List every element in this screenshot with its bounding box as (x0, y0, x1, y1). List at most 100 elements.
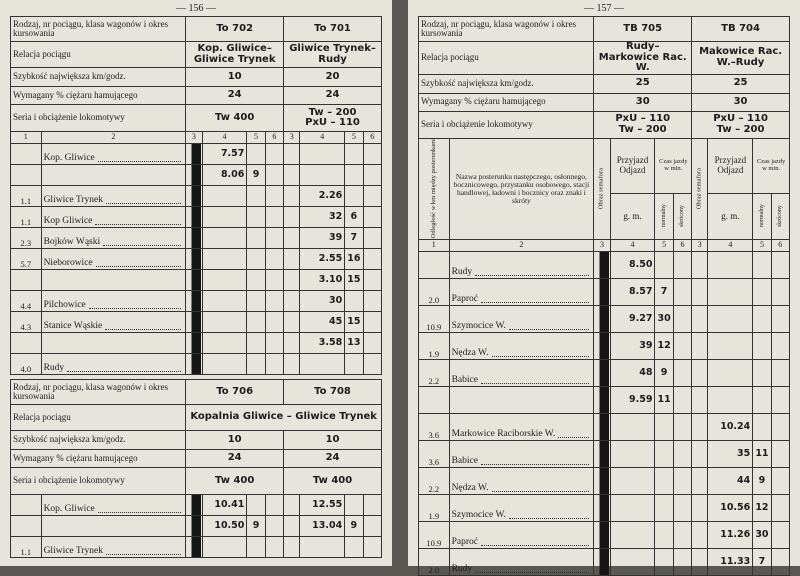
short-time (264, 515, 285, 537)
station-name: Gliwice Trynek (43, 546, 103, 557)
timetable: Rodzaj, nr pociągu, klasa wagonów i okre… (417, 16, 791, 576)
time: 7.57 (201, 143, 248, 165)
run-time: 13 (344, 332, 364, 354)
row-label: Rodzaj, nr pociągu, klasa wagonów i okre… (417, 16, 595, 42)
station-name: Paproć (451, 536, 478, 547)
run-time: 12 (654, 331, 674, 360)
heading-row: Odległość w km między posterunkami Nazwa … (418, 137, 790, 240)
semaphore (593, 493, 611, 522)
train-info: Tw 400 (185, 104, 285, 132)
short-time (672, 277, 693, 306)
short-time (672, 520, 693, 549)
dot-leader (105, 329, 182, 330)
distance (10, 164, 42, 186)
distance (418, 250, 450, 279)
time: 39 (299, 227, 346, 249)
column-number: 4 (707, 238, 754, 252)
dot-leader (558, 436, 590, 438)
semaphore (283, 494, 301, 516)
run-time (246, 353, 266, 375)
train-info: To 708 (283, 379, 382, 405)
semaphore (185, 311, 203, 333)
station-leader: Markowice Raciborskie W. (452, 429, 592, 439)
column-number: 3 (691, 238, 709, 252)
train-info: 10 (283, 430, 382, 450)
semaphore (593, 547, 611, 576)
distance-heading: Odległość w km między posterunkami (418, 138, 450, 240)
short-time (672, 331, 693, 360)
distance: 1.9 (418, 493, 450, 522)
short-time (770, 439, 791, 468)
distance (10, 515, 42, 537)
semaphore (691, 250, 709, 279)
station-leader: Paproć (451, 536, 592, 547)
short-time (362, 164, 383, 186)
column-number: 6 (264, 131, 285, 144)
time (707, 250, 754, 279)
distance: 3.6 (418, 412, 450, 441)
page: — 156 — Rodzaj, nr pociągu, klasa wagonów… (0, 0, 392, 566)
short-time (264, 311, 285, 333)
dot-leader (475, 274, 590, 276)
dot-leader (480, 544, 590, 546)
data-row: 9.59 11 (418, 385, 791, 414)
data-row: 1.1 Kop Gliwice 32 6 (10, 206, 383, 228)
station-leader: Babice (452, 375, 592, 385)
station-leader: Szymocice W. (452, 321, 592, 331)
station: Babice (448, 358, 595, 387)
semaphore (593, 331, 611, 360)
station: Paproć (448, 520, 595, 549)
column-number: 6 (672, 238, 693, 252)
semaphore (691, 547, 709, 576)
train-info: Rudy–Markowice Rac. W. (593, 41, 693, 75)
data-row: 2.2 Babice 48 9 (418, 358, 791, 387)
station-leader: Rudy (44, 363, 184, 373)
short-time (362, 536, 383, 558)
data-row: 3.10 15 (10, 269, 383, 291)
timetable: Rodzaj, nr pociągu, klasa wagonów i okre… (9, 16, 383, 375)
column-number: 3 (185, 131, 203, 144)
station: Rudy (40, 353, 187, 375)
short-time (672, 412, 693, 441)
run-time (246, 185, 266, 207)
header-row: Wymagany % ciężaru hamującego 30 30 (417, 92, 790, 112)
semaphore (185, 185, 203, 207)
semaphore (185, 269, 203, 291)
station: Rudy (448, 250, 595, 279)
dot-leader (480, 301, 590, 303)
run-time: 9 (246, 164, 266, 186)
dot-leader (480, 463, 590, 465)
run-time (752, 358, 772, 387)
train-info: 30 (691, 92, 790, 112)
train-info: 10 (185, 67, 285, 87)
column-number: 4 (609, 238, 656, 252)
train-info: 24 (283, 86, 382, 105)
time: 8.06 (201, 164, 248, 186)
semaphore (283, 269, 301, 291)
distance: 3.6 (418, 439, 450, 468)
run-time (344, 143, 364, 165)
time (201, 311, 248, 333)
row-label: Relacja pociągu (417, 41, 595, 75)
station-name: Babice (451, 455, 478, 466)
header-row: Wymagany % ciężaru hamującego 24 24 (9, 449, 382, 468)
dot-leader (67, 371, 182, 372)
station (40, 269, 187, 291)
row-label: Rodzaj, nr pociągu, klasa wagonów i okre… (9, 379, 187, 405)
station-leader: Nieborowice (44, 258, 184, 268)
train-info: Gliwice Trynek–Rudy (283, 41, 382, 68)
semaphore (283, 332, 301, 354)
dot-leader (105, 203, 182, 204)
data-row: 4.3 Stanice Wąskie 45 15 (10, 311, 383, 333)
data-row: 1.9 Nędza W. 39 12 (418, 331, 791, 360)
short-time (672, 547, 693, 576)
dot-leader (88, 308, 182, 309)
station: Markowice Raciborskie W. (448, 412, 595, 441)
table-body: Rodzaj, nr pociągu, klasa wagonów i okre… (417, 16, 791, 576)
header-row: Szybkość największa km/godz. 10 10 (9, 430, 382, 450)
run-time (752, 331, 772, 360)
train-info: To 706 (185, 379, 285, 405)
time: 12.55 (299, 494, 346, 516)
